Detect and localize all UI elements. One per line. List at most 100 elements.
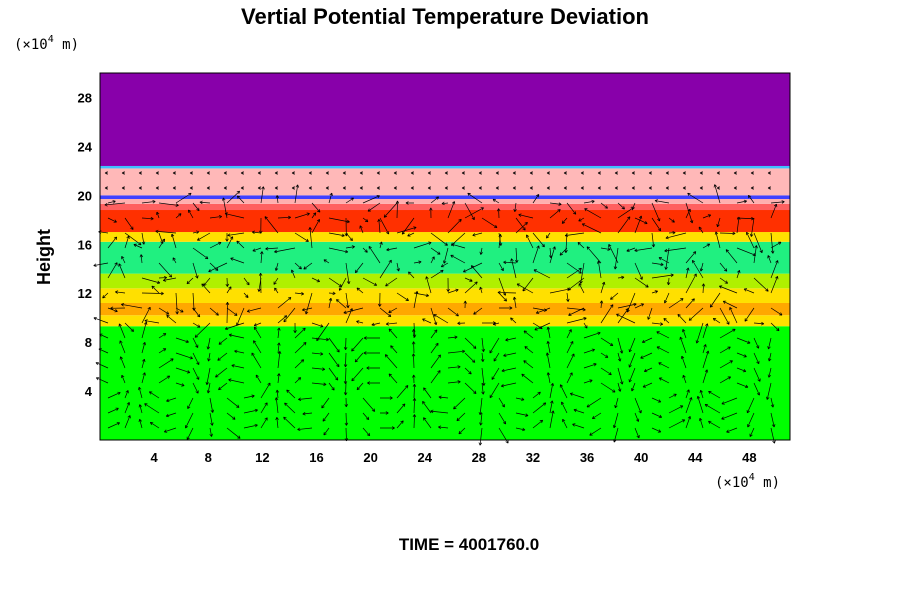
- wind-arrow: [356, 320, 364, 324]
- wind-arrow: [532, 232, 545, 248]
- wind-arrow: [274, 247, 296, 254]
- wind-arrow: [770, 200, 785, 204]
- wind-arrow: [410, 171, 414, 175]
- wind-arrow: [770, 275, 779, 294]
- wind-arrow: [464, 352, 476, 363]
- wind-arrow: [291, 171, 295, 175]
- wind-arrow: [736, 269, 741, 279]
- wind-arrow: [141, 216, 154, 221]
- wind-arrow: [515, 397, 525, 401]
- wind-arrow: [430, 329, 438, 339]
- wind-arrow: [512, 171, 516, 175]
- wind-arrow: [338, 277, 347, 291]
- y-tick-label: 12: [78, 286, 92, 301]
- wind-arrow: [343, 307, 364, 314]
- wind-arrow: [447, 380, 461, 384]
- wind-arrow: [298, 397, 313, 401]
- wind-arrow: [747, 412, 755, 428]
- wind-arrow: [699, 186, 703, 190]
- wind-arrow: [294, 232, 309, 242]
- wind-arrow: [664, 247, 687, 253]
- wind-arrow: [277, 342, 281, 354]
- wind-arrow: [496, 208, 501, 219]
- wind-arrow: [158, 375, 171, 384]
- wind-arrow: [702, 243, 711, 249]
- wind-arrow: [158, 307, 170, 315]
- wind-arrow: [158, 202, 179, 207]
- wind-arrow: [583, 322, 588, 329]
- y-tick-labels: 4 8 12 16 20 24 28: [78, 90, 93, 399]
- wind-arrow: [489, 337, 500, 354]
- wind-arrow: [225, 277, 230, 287]
- wind-arrow: [770, 397, 775, 408]
- wind-arrow: [589, 427, 602, 436]
- wind-arrow: [378, 292, 382, 307]
- wind-arrow: [719, 346, 731, 354]
- wind-arrow: [642, 382, 653, 388]
- wind-arrow: [345, 245, 355, 249]
- wind-arrow: [525, 234, 534, 249]
- wind-arrow: [665, 186, 669, 190]
- wind-arrow: [124, 415, 131, 429]
- wind-arrow: [121, 255, 126, 264]
- wind-arrow: [107, 391, 121, 399]
- wind-arrow: [668, 298, 684, 309]
- wind-arrow: [260, 382, 271, 399]
- wind-arrow: [383, 202, 398, 218]
- wind-arrow: [240, 171, 244, 175]
- wind-arrow: [491, 367, 500, 380]
- wind-arrow: [719, 360, 733, 369]
- wind-arrow: [234, 349, 245, 354]
- wind-arrow: [591, 412, 602, 419]
- wind-arrow: [685, 389, 690, 399]
- wind-arrow: [275, 195, 280, 204]
- wind-arrow: [753, 337, 760, 349]
- wind-arrow: [311, 322, 324, 328]
- wind-arrow: [479, 286, 483, 294]
- wind-arrow: [458, 427, 466, 435]
- wind-arrow: [141, 321, 148, 339]
- heatmap-band-7: [100, 210, 790, 233]
- wind-arrow: [243, 423, 258, 429]
- wind-arrow: [218, 337, 228, 345]
- wind-arrow: [447, 307, 459, 317]
- wind-arrow: [345, 197, 354, 204]
- wind-arrow: [231, 364, 245, 369]
- wind-arrow: [566, 292, 570, 302]
- heatmap-band-2: [100, 302, 790, 316]
- wind-arrow: [749, 217, 755, 237]
- wind-arrow: [600, 352, 609, 358]
- wind-arrow: [546, 326, 551, 339]
- x-tick-label: 20: [363, 450, 377, 465]
- x-tick-label: 44: [688, 450, 703, 465]
- wind-arrow: [425, 276, 432, 294]
- wind-arrow: [682, 374, 687, 384]
- wind-arrow: [600, 337, 614, 347]
- wind-arrow: [236, 195, 245, 204]
- wind-arrow: [617, 275, 625, 280]
- wind-arrow: [388, 373, 398, 384]
- wind-arrow: [328, 337, 340, 353]
- wind-arrow: [651, 273, 674, 279]
- wind-arrow: [498, 397, 505, 408]
- wind-arrow: [175, 352, 193, 360]
- wind-arrow: [158, 333, 167, 339]
- wind-arrow: [447, 349, 466, 354]
- wind-arrow: [493, 352, 500, 362]
- wind-arrow: [685, 273, 697, 294]
- wind-arrow: [371, 322, 381, 327]
- wind-arrow: [207, 352, 211, 362]
- wind-arrow: [719, 376, 732, 384]
- wind-arrow: [767, 255, 772, 264]
- heatmap-band-10: [100, 195, 790, 200]
- wind-arrow: [586, 246, 602, 264]
- wind-arrow: [529, 186, 533, 190]
- wind-arrow: [138, 418, 143, 429]
- wind-arrow: [170, 233, 177, 249]
- x-unit-label: (×104 m): [715, 472, 780, 491]
- wind-arrow: [726, 427, 738, 433]
- heatmap-band-3: [100, 288, 790, 303]
- wind-arrow: [770, 412, 776, 428]
- wind-arrow: [766, 382, 772, 400]
- wind-arrow: [545, 352, 551, 369]
